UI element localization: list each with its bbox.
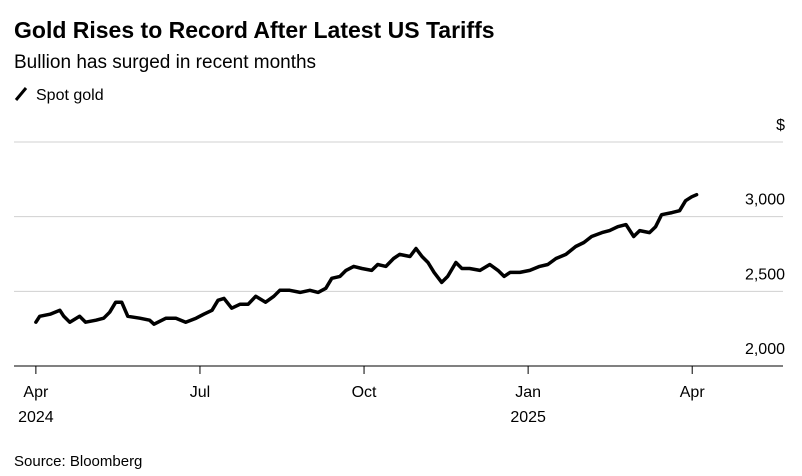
y-tick-label: 2,000: [745, 341, 785, 358]
source: Source: Bloomberg: [14, 453, 142, 470]
legend-icon: [14, 87, 28, 101]
chart-subtitle: Bullion has surged in recent months: [14, 52, 316, 73]
x-tick-label: Jul: [189, 384, 211, 401]
y-tick-label: $: [776, 117, 785, 134]
x-tick-label: Oct: [351, 384, 377, 401]
chart-title: Gold Rises to Record After Latest US Tar…: [14, 17, 495, 43]
line: [34, 192, 699, 326]
y-tick-label: 3,000: [745, 192, 785, 209]
legend-label: Spot gold: [36, 87, 104, 104]
y-tick-label: 2,500: [745, 266, 785, 283]
x-tick-label: Jan 2025: [510, 384, 546, 426]
x-tick-label: Apr: [679, 384, 705, 401]
x-tick-label: Apr 2024: [18, 384, 54, 426]
